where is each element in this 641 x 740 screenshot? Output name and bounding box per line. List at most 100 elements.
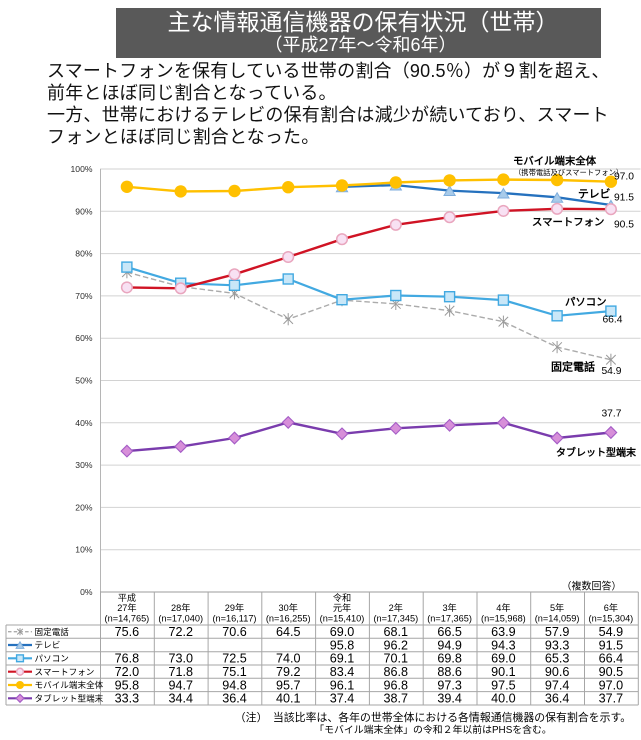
svg-text:36.4: 36.4	[222, 692, 247, 706]
svg-text:（携帯電話及びスマートフォン）: （携帯電話及びスマートフォン）	[514, 168, 623, 177]
svg-text:40.1: 40.1	[276, 692, 301, 706]
svg-text:5年: 5年	[550, 602, 564, 613]
svg-text:70.1: 70.1	[384, 652, 409, 666]
svg-text:76.8: 76.8	[115, 652, 140, 666]
svg-text:96.1: 96.1	[330, 678, 355, 692]
svg-text:69.1: 69.1	[330, 652, 355, 666]
svg-text:74.0: 74.0	[276, 652, 301, 666]
svg-text:10%: 10%	[75, 545, 93, 555]
svg-text:100%: 100%	[71, 164, 93, 174]
svg-text:元年: 元年	[333, 602, 351, 613]
svg-text:90%: 90%	[75, 206, 93, 216]
svg-text:モバイル端末全体: モバイル端末全体	[35, 679, 104, 690]
svg-text:66.4: 66.4	[602, 315, 622, 326]
svg-text:タブレット型端末: タブレット型端末	[556, 446, 637, 459]
svg-text:95.7: 95.7	[276, 678, 301, 692]
svg-text:パソコン: パソコン	[35, 654, 69, 664]
svg-text:固定電話: 固定電話	[35, 626, 70, 637]
svg-text:96.2: 96.2	[384, 638, 409, 652]
svg-text:3年: 3年	[442, 602, 456, 613]
svg-text:66.4: 66.4	[599, 652, 624, 666]
svg-text:95.8: 95.8	[115, 678, 140, 692]
svg-text:(n=14,765): (n=14,765)	[105, 614, 150, 624]
svg-text:6年: 6年	[604, 602, 618, 613]
svg-text:94.7: 94.7	[168, 678, 193, 692]
svg-text:テレビ: テレビ	[578, 187, 611, 201]
svg-text:83.4: 83.4	[330, 665, 355, 679]
svg-text:30年: 30年	[278, 602, 297, 613]
svg-text:80%: 80%	[75, 249, 93, 259]
svg-text:69.0: 69.0	[330, 625, 355, 639]
svg-text:29年: 29年	[225, 602, 244, 613]
svg-text:71.8: 71.8	[168, 665, 193, 679]
svg-text:38.7: 38.7	[384, 692, 409, 706]
svg-text:90.6: 90.6	[545, 665, 570, 679]
svg-text:36.4: 36.4	[545, 692, 570, 706]
svg-text:73.0: 73.0	[168, 652, 193, 666]
svg-text:39.4: 39.4	[437, 692, 462, 706]
svg-text:27年: 27年	[117, 602, 136, 613]
svg-text:50%: 50%	[75, 376, 93, 386]
svg-text:97.0: 97.0	[599, 678, 624, 692]
svg-text:テレビ: テレビ	[35, 640, 61, 650]
svg-text:(n=17,345): (n=17,345)	[373, 614, 418, 624]
svg-text:スマートフォン: スマートフォン	[35, 667, 95, 677]
svg-text:54.9: 54.9	[601, 366, 621, 377]
svg-text:75.6: 75.6	[115, 625, 140, 639]
svg-text:90.5: 90.5	[599, 665, 624, 679]
svg-text:タブレット型端末: タブレット型端末	[35, 693, 104, 704]
svg-text:4年: 4年	[496, 602, 510, 613]
svg-text:（複数回答）: （複数回答）	[562, 580, 622, 593]
svg-text:94.3: 94.3	[491, 638, 516, 652]
svg-text:94.9: 94.9	[437, 638, 462, 652]
svg-text:64.5: 64.5	[276, 625, 301, 639]
svg-text:90.5: 90.5	[614, 220, 634, 231]
svg-text:72.5: 72.5	[222, 652, 247, 666]
svg-text:70%: 70%	[75, 291, 93, 301]
svg-text:34.4: 34.4	[168, 692, 193, 706]
svg-text:65.3: 65.3	[545, 652, 570, 666]
svg-text:(n=16,255): (n=16,255)	[266, 614, 311, 624]
svg-text:54.9: 54.9	[599, 625, 624, 639]
svg-text:72.2: 72.2	[168, 625, 193, 639]
svg-text:33.3: 33.3	[115, 692, 140, 706]
svg-text:79.2: 79.2	[276, 665, 301, 679]
svg-text:37.7: 37.7	[599, 692, 624, 706]
svg-text:(n=17,040): (n=17,040)	[158, 614, 203, 624]
svg-text:スマートフォン: スマートフォン	[532, 217, 604, 229]
svg-text:69.8: 69.8	[437, 652, 462, 666]
svg-text:28年: 28年	[171, 602, 190, 613]
svg-text:91.5: 91.5	[614, 193, 634, 204]
svg-text:75.1: 75.1	[222, 665, 247, 679]
svg-text:97.3: 97.3	[437, 678, 462, 692]
svg-text:60%: 60%	[75, 333, 93, 343]
svg-text:66.5: 66.5	[437, 625, 462, 639]
svg-text:97.0: 97.0	[614, 172, 634, 183]
svg-text:90.1: 90.1	[491, 665, 516, 679]
svg-text:2年: 2年	[389, 602, 403, 613]
svg-text:固定電話: 固定電話	[551, 360, 595, 374]
svg-text:(n=15,968): (n=15,968)	[481, 614, 526, 624]
svg-text:95.8: 95.8	[330, 638, 355, 652]
svg-text:93.3: 93.3	[545, 638, 570, 652]
svg-text:(n=16,117): (n=16,117)	[212, 614, 256, 624]
svg-text:(n=17,365): (n=17,365)	[427, 614, 472, 624]
svg-text:97.5: 97.5	[491, 678, 516, 692]
svg-text:20%: 20%	[75, 502, 93, 512]
svg-text:令和: 令和	[333, 592, 351, 603]
svg-text:40.0: 40.0	[491, 692, 516, 706]
svg-text:86.8: 86.8	[384, 665, 409, 679]
svg-text:37.7: 37.7	[601, 409, 621, 420]
svg-text:68.1: 68.1	[384, 625, 409, 639]
svg-text:平成: 平成	[118, 592, 136, 603]
svg-text:モバイル端末全体: モバイル端末全体	[513, 155, 597, 168]
svg-text:(n=15,410): (n=15,410)	[320, 614, 365, 624]
svg-text:30%: 30%	[75, 460, 93, 470]
svg-text:97.4: 97.4	[545, 678, 570, 692]
svg-text:57.9: 57.9	[545, 625, 570, 639]
svg-text:70.6: 70.6	[222, 625, 247, 639]
svg-text:0%: 0%	[80, 587, 93, 597]
svg-text:37.4: 37.4	[330, 692, 355, 706]
svg-text:(n=15,304): (n=15,304)	[589, 614, 634, 624]
svg-text:72.0: 72.0	[115, 665, 140, 679]
